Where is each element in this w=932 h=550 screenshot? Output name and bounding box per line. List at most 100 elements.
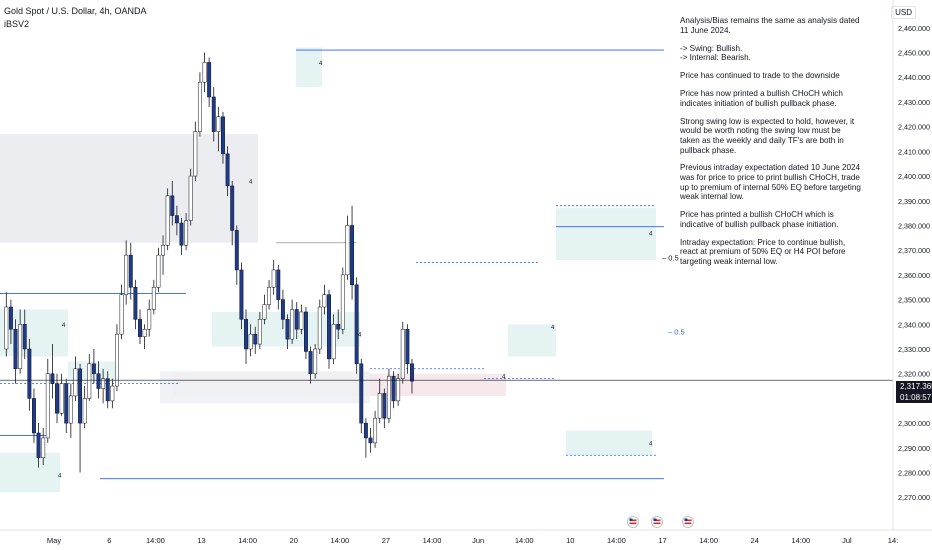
candle-up[interactable] — [386, 375, 391, 419]
candle-up[interactable] — [184, 220, 189, 246]
candle-down[interactable] — [363, 422, 368, 439]
candle-down[interactable] — [244, 319, 248, 350]
candle-down[interactable] — [50, 373, 55, 384]
candle-up[interactable] — [142, 328, 147, 337]
last-price-tag: 2,317.365 01:08:57 — [896, 381, 932, 403]
candle-down[interactable] — [211, 96, 216, 132]
us-flag-event-icon[interactable] — [682, 516, 694, 528]
candle-up[interactable] — [188, 175, 193, 221]
candle-down[interactable] — [253, 333, 258, 345]
candle-up[interactable] — [340, 274, 345, 330]
candle-down[interactable] — [32, 398, 36, 434]
candle-down[interactable] — [8, 306, 13, 330]
candle-up[interactable] — [147, 309, 152, 330]
candle-up[interactable] — [4, 306, 9, 350]
candle-down[interactable] — [55, 383, 59, 414]
candle-up[interactable] — [345, 225, 350, 276]
candle-up[interactable] — [87, 363, 92, 399]
candle-down[interactable] — [170, 195, 175, 216]
candle-down[interactable] — [179, 222, 184, 246]
candle-up[interactable] — [257, 319, 262, 345]
candle-down[interactable] — [294, 309, 299, 330]
candle-down[interactable] — [382, 393, 387, 419]
candle-up[interactable] — [18, 324, 23, 370]
candle-up[interactable] — [290, 309, 295, 340]
candle-up[interactable] — [68, 395, 73, 424]
candle-down[interactable] — [239, 269, 244, 320]
candle-down[interactable] — [280, 299, 285, 320]
high-zone — [296, 47, 322, 88]
price-tick-label: 2,320.000 — [898, 370, 930, 379]
candle-up[interactable] — [101, 378, 106, 389]
candle-down[interactable] — [128, 254, 133, 288]
candle-up[interactable] — [151, 286, 156, 310]
candle-down[interactable] — [234, 230, 239, 271]
candle-up[interactable] — [110, 385, 115, 402]
candle-up[interactable] — [248, 333, 253, 350]
candle-down[interactable] — [285, 319, 290, 340]
candle-down[interactable] — [350, 225, 355, 286]
candle-down[interactable] — [207, 62, 212, 98]
candle-down[interactable] — [304, 311, 308, 352]
candle-up[interactable] — [119, 294, 124, 335]
candle-down[interactable] — [138, 319, 142, 337]
indicator-label[interactable]: iBSV2 — [4, 19, 30, 29]
candle-up[interactable] — [165, 195, 170, 246]
candle-up[interactable] — [59, 383, 64, 414]
candle-up[interactable] — [262, 304, 267, 320]
candle-down[interactable] — [96, 373, 101, 389]
candle-down[interactable] — [36, 432, 41, 458]
candle-up[interactable] — [114, 333, 119, 387]
candle-up[interactable] — [299, 311, 304, 330]
candle-up[interactable] — [193, 131, 198, 177]
candle-down[interactable] — [276, 269, 281, 300]
timeframe-tag: 4 — [319, 61, 323, 67]
candle-down[interactable] — [391, 375, 396, 402]
candle-up[interactable] — [400, 328, 405, 379]
time-tick-label: 14:00 — [699, 536, 718, 545]
candle-down[interactable] — [410, 363, 414, 382]
candle-up[interactable] — [73, 368, 78, 397]
candle-down[interactable] — [336, 324, 341, 330]
candle-up[interactable] — [82, 398, 87, 424]
currency-button[interactable]: USD — [891, 6, 916, 19]
candle-down[interactable] — [174, 215, 179, 224]
candle-down[interactable] — [230, 185, 235, 231]
candle-up[interactable] — [41, 437, 46, 458]
candle-up[interactable] — [317, 306, 322, 350]
candle-up[interactable] — [197, 81, 202, 132]
candle-down[interactable] — [359, 363, 364, 424]
candle-down[interactable] — [91, 363, 96, 374]
candle-up[interactable] — [377, 393, 382, 419]
candle-down[interactable] — [368, 437, 373, 444]
candle-up[interactable] — [267, 286, 272, 305]
candle-up[interactable] — [396, 378, 401, 402]
candle-down[interactable] — [354, 284, 359, 365]
candle-down[interactable] — [22, 324, 27, 350]
us-flag-event-icon[interactable] — [627, 516, 639, 528]
candle-down[interactable] — [78, 368, 83, 424]
candle-down[interactable] — [133, 286, 138, 320]
candle-down[interactable] — [225, 153, 230, 187]
candle-up[interactable] — [156, 254, 161, 288]
candle-down[interactable] — [105, 378, 110, 402]
candle-down[interactable] — [327, 294, 331, 360]
candle-down[interactable] — [13, 328, 18, 370]
candle-up[interactable] — [124, 254, 129, 295]
candle-up[interactable] — [322, 294, 327, 308]
candle-up[interactable] — [45, 373, 50, 439]
candle-up[interactable] — [216, 116, 221, 132]
candle-down[interactable] — [221, 116, 225, 155]
candle-up[interactable] — [202, 62, 207, 83]
candle-down[interactable] — [308, 351, 313, 374]
candle-up[interactable] — [373, 417, 378, 444]
candle-up[interactable] — [313, 348, 318, 374]
candle-up[interactable] — [271, 269, 276, 288]
us-flag-event-icon[interactable] — [651, 516, 663, 528]
candle-down[interactable] — [64, 383, 69, 424]
candle-up[interactable] — [161, 244, 165, 256]
candle-up[interactable] — [331, 324, 336, 360]
candle-down[interactable] — [27, 348, 32, 399]
candle-down[interactable] — [405, 328, 410, 365]
